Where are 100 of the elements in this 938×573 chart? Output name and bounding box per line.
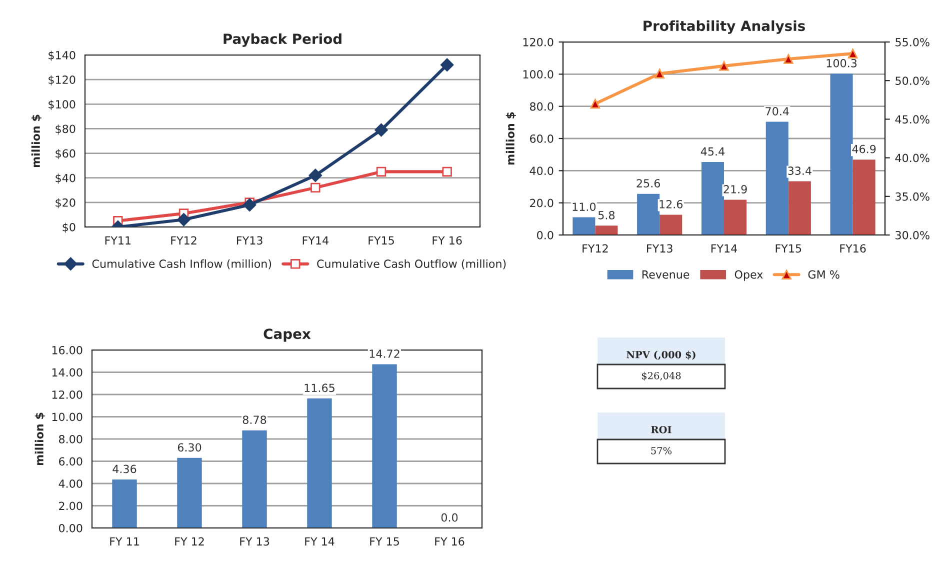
x-tick-label: FY15 bbox=[368, 236, 394, 245]
x-tick-label: FY 13 bbox=[240, 537, 270, 546]
x-tick-label: FY 12 bbox=[175, 537, 204, 546]
point bbox=[308, 168, 322, 182]
chart-title: Payback Period bbox=[224, 33, 342, 47]
y-tick-label: $40 bbox=[56, 174, 76, 184]
y-tick-label: $0 bbox=[62, 222, 76, 233]
x-tick-label: FY 15 bbox=[370, 537, 399, 546]
y-tick-label: $60 bbox=[56, 149, 76, 160]
x-tick-label: FY 16 bbox=[435, 537, 464, 546]
y2-tick-label: 50.0% bbox=[896, 76, 930, 85]
data-label: 0.0 bbox=[441, 513, 458, 522]
y-tick-label: 80.0 bbox=[530, 102, 554, 111]
point bbox=[177, 213, 190, 226]
x-tick-label: FY14 bbox=[302, 236, 328, 244]
chart-title: Capex bbox=[264, 328, 311, 342]
y-axis-title: million $ bbox=[31, 114, 42, 168]
bar bbox=[788, 181, 811, 235]
data-label: 100.3 bbox=[826, 58, 857, 68]
y-axis-title: million $ bbox=[506, 112, 516, 165]
bar bbox=[307, 398, 332, 528]
y2-tick-label: 40.0% bbox=[895, 154, 930, 162]
bar bbox=[637, 194, 660, 235]
y-tick-label: $140 bbox=[48, 50, 76, 61]
y-tick-label: $20 bbox=[56, 198, 76, 208]
y-tick-label: $120 bbox=[48, 75, 76, 86]
bar bbox=[701, 162, 724, 235]
y-tick-label: $100 bbox=[48, 100, 76, 110]
bar bbox=[852, 160, 876, 235]
point bbox=[442, 166, 452, 177]
y-tick-label: 4.00 bbox=[58, 479, 82, 488]
point bbox=[848, 48, 858, 58]
text: 57% bbox=[651, 446, 672, 454]
point bbox=[719, 61, 729, 71]
data-label: 8.78 bbox=[242, 416, 266, 424]
bar bbox=[830, 74, 853, 235]
x-tick-label: FY14 bbox=[711, 244, 738, 252]
x-tick-label: FY15 bbox=[776, 244, 802, 253]
x-tick-label: FY12 bbox=[582, 244, 608, 252]
data-label: 33.4 bbox=[788, 166, 812, 175]
y-tick-label: 6.00 bbox=[59, 457, 82, 466]
y-tick-label: 40.0 bbox=[530, 166, 554, 176]
text: $26,048 bbox=[642, 372, 681, 381]
bar bbox=[112, 479, 137, 528]
y-tick-label: 0.0 bbox=[537, 230, 554, 240]
legend-label: Cumulative Cash Outflow (million) bbox=[317, 259, 506, 270]
data-label: 12.6 bbox=[660, 200, 683, 208]
point bbox=[374, 123, 388, 137]
point bbox=[784, 54, 794, 64]
y-tick-label: 2.00 bbox=[59, 502, 82, 510]
y-tick-label: 14.00 bbox=[52, 368, 82, 377]
y2-tick-label: 30.0% bbox=[896, 230, 930, 240]
bar bbox=[766, 122, 788, 235]
y-tick-label: 0.00 bbox=[58, 524, 82, 532]
y-tick-label: 10.00 bbox=[52, 412, 82, 422]
point bbox=[654, 68, 664, 79]
point bbox=[590, 98, 600, 109]
chart-title: Profitability Analysis bbox=[644, 20, 805, 34]
y-tick-label: 8.00 bbox=[58, 434, 82, 444]
y-tick-label: 120.0 bbox=[523, 38, 554, 46]
x-tick-label: FY 11 bbox=[110, 537, 139, 546]
point bbox=[310, 182, 320, 193]
y2-tick-label: 55.0% bbox=[896, 38, 930, 46]
text: NPV (,000 $) bbox=[626, 350, 696, 360]
bar bbox=[724, 200, 747, 235]
legend-label: GM % bbox=[808, 270, 840, 279]
y-tick-label: 100.0 bbox=[523, 70, 554, 79]
point bbox=[242, 198, 256, 212]
x-tick-label: FY16 bbox=[840, 244, 866, 253]
legend-label: Cumulative Cash Inflow (million) bbox=[92, 259, 272, 270]
x-tick-label: FY12 bbox=[171, 236, 196, 244]
data-label: 4.36 bbox=[112, 464, 136, 474]
x-tick-label: FY 16 bbox=[432, 236, 462, 245]
bar bbox=[660, 214, 682, 235]
legend-label: Opex bbox=[734, 270, 763, 281]
y2-tick-label: 35.0% bbox=[896, 192, 930, 201]
data-label: 21.9 bbox=[724, 185, 747, 194]
data-label: 5.8 bbox=[598, 210, 615, 220]
y-tick-label: 60.0 bbox=[530, 134, 554, 143]
x-tick-label: FY 14 bbox=[305, 537, 334, 546]
bar bbox=[177, 458, 202, 528]
data-label: 46.9 bbox=[852, 144, 876, 154]
data-label: 45.4 bbox=[700, 147, 724, 156]
x-tick-label: FY13 bbox=[647, 244, 672, 253]
data-label: 11.65 bbox=[304, 384, 334, 392]
x-tick-label: FY13 bbox=[237, 236, 262, 245]
point bbox=[440, 58, 454, 72]
y-axis-title: million $ bbox=[34, 412, 45, 466]
data-label: 70.4 bbox=[766, 107, 789, 116]
y-tick-label: $80 bbox=[56, 124, 76, 135]
data-label: 25.6 bbox=[636, 179, 660, 188]
data-label: 14.72 bbox=[370, 350, 400, 358]
text: ROI bbox=[651, 426, 672, 434]
data-label: 6.30 bbox=[178, 443, 202, 452]
y-tick-label: 16.00 bbox=[52, 346, 82, 354]
data-label: 11.0 bbox=[572, 202, 596, 211]
point bbox=[376, 166, 386, 177]
x-tick-label: FY11 bbox=[105, 236, 131, 244]
y-tick-label: 12.00 bbox=[52, 390, 82, 399]
bar bbox=[595, 226, 618, 235]
